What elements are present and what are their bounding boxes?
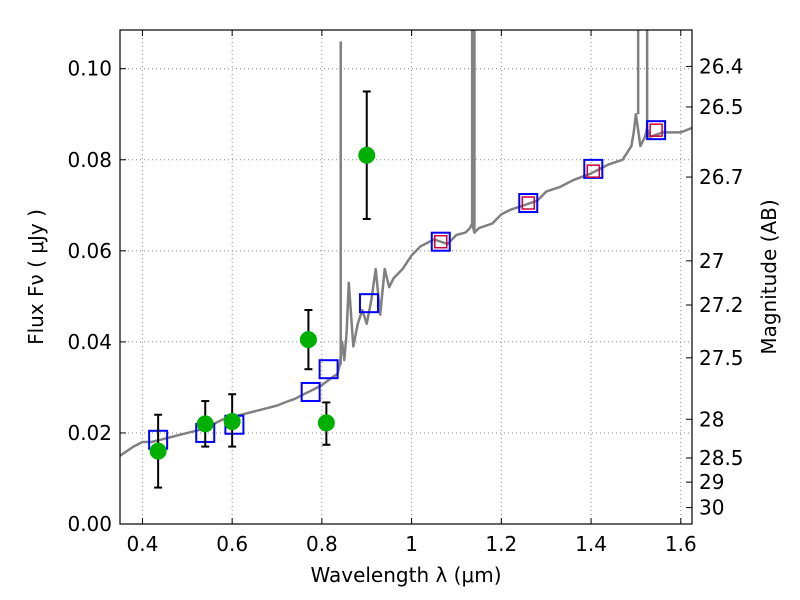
photometry-point <box>299 331 317 349</box>
x-tick-label: 0.4 <box>127 532 159 556</box>
photometry-point <box>358 146 376 164</box>
magnitude-tick-label: 26.4 <box>699 54 744 78</box>
magnitude-tick-label: 28.5 <box>699 446 744 470</box>
observed-band-square <box>649 123 663 137</box>
y-axis: 0.00 0.02 0.04 0.06 0.08 0.10 <box>67 57 126 536</box>
y-tick-label: 0.00 <box>67 512 112 536</box>
plot-frame <box>119 29 693 525</box>
x-axis-label: Wavelength λ (μm) <box>310 563 501 587</box>
photometry-point <box>196 415 214 433</box>
x-tick-label: 1.4 <box>575 532 607 556</box>
model-band-square <box>318 359 339 380</box>
model-band-square <box>358 293 379 314</box>
y-tick-label: 0.02 <box>67 421 112 445</box>
x-axis: 0.4 0.6 0.8 1 1.2 1.4 1.6 <box>127 30 697 556</box>
photometry-point <box>223 413 241 431</box>
model-band-square <box>300 381 321 402</box>
photometry-point <box>317 414 335 432</box>
x-tick-label: 1 <box>405 532 418 556</box>
model-band-square <box>518 193 539 214</box>
magnitude-axis-label: Magnitude (AB) <box>757 199 781 354</box>
y-tick-label: 0.04 <box>67 330 112 354</box>
magnitude-tick-label: 29 <box>699 470 724 494</box>
grid <box>120 30 692 525</box>
y-tick-label: 0.06 <box>67 239 112 263</box>
observed-band-square <box>434 234 448 249</box>
x-tick-label: 1.6 <box>665 532 697 556</box>
observed-band-square <box>586 164 601 178</box>
y-axis-label: Flux Fν ( μJy ) <box>24 209 48 345</box>
y-tick-label: 0.08 <box>67 148 112 172</box>
magnitude-tick-label: 28 <box>699 407 724 431</box>
model-band-square <box>430 231 451 252</box>
magnitude-tick-label: 30 <box>699 496 724 520</box>
magnitude-tick-label: 27 <box>699 249 724 273</box>
observed-band-square <box>521 196 536 210</box>
magnitude-tick-label: 26.5 <box>699 95 744 119</box>
x-tick-label: 0.8 <box>306 532 338 556</box>
magnitude-tick-label: 26.7 <box>699 165 744 189</box>
model-band-square <box>646 120 667 141</box>
x-tick-label: 0.6 <box>216 532 248 556</box>
photometry-point <box>149 442 167 460</box>
magnitude-tick-label: 27.2 <box>699 293 744 317</box>
plot-area <box>120 30 692 489</box>
x-tick-label: 1.2 <box>485 532 517 556</box>
magnitude-tick-label: 27.5 <box>699 346 744 370</box>
y-tick-label: 0.10 <box>67 57 112 81</box>
